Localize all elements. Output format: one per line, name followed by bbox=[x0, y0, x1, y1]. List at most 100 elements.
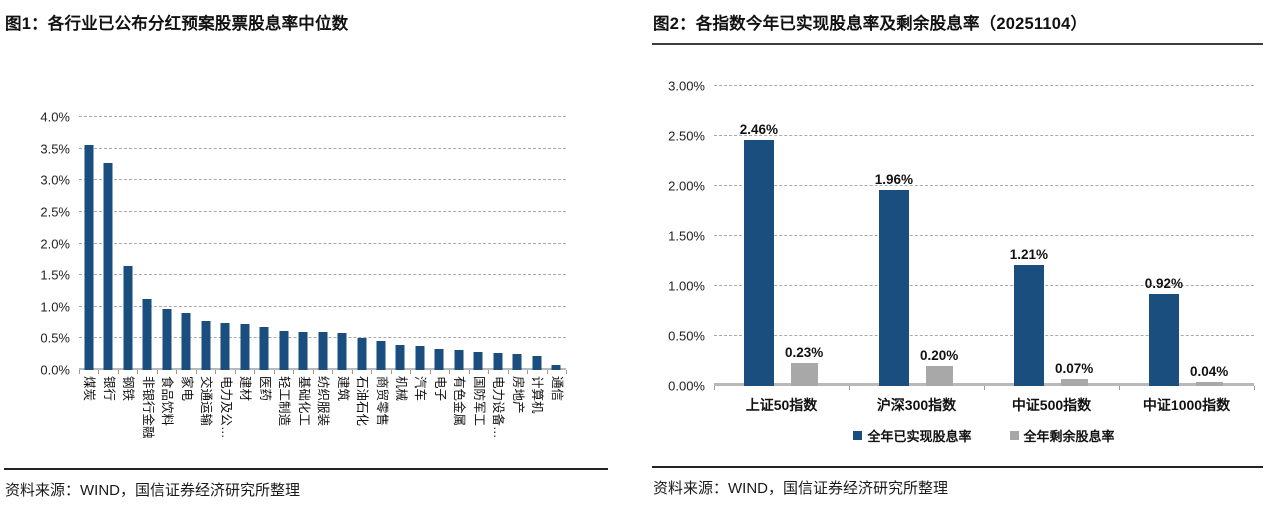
x-axis-label: 机械 bbox=[393, 376, 408, 402]
figure-2-title-rule bbox=[652, 43, 1263, 45]
remaining-yield-bar bbox=[925, 366, 953, 386]
bar bbox=[162, 308, 172, 370]
bar-slot bbox=[332, 117, 351, 370]
data-label: 1.21% bbox=[1009, 247, 1048, 262]
bar-slot bbox=[98, 117, 117, 370]
bar-slot bbox=[508, 117, 527, 370]
x-axis-label-slot: 轻工制造 bbox=[274, 370, 293, 468]
bar-pair: 1.21% 0.07% bbox=[984, 86, 1119, 386]
data-label: 2.46% bbox=[739, 122, 778, 137]
bar bbox=[259, 327, 269, 370]
category-label: 中证1000指数 bbox=[1142, 397, 1231, 413]
x-axis-tick bbox=[117, 370, 119, 374]
chart1-bars bbox=[79, 117, 566, 370]
bar-slot bbox=[118, 117, 137, 370]
bar-slot bbox=[313, 117, 332, 370]
bar bbox=[473, 351, 483, 370]
x-axis-tick bbox=[351, 370, 353, 374]
bar bbox=[240, 324, 250, 370]
x-axis-tick bbox=[156, 370, 158, 374]
x-axis-label: 医药 bbox=[257, 376, 272, 402]
labeled-bar: 2.46% bbox=[740, 86, 778, 386]
bar bbox=[123, 266, 133, 370]
y-axis-tick-label: 3.5% bbox=[40, 141, 70, 157]
x-axis-label-slot: 石油石化 bbox=[352, 370, 371, 468]
x-axis-label: 国防军工 bbox=[471, 376, 486, 427]
x-axis-label: 家电 bbox=[179, 376, 194, 402]
y-axis-tick-label: 2.0% bbox=[40, 236, 70, 251]
x-axis-label: 石油石化 bbox=[355, 376, 370, 427]
figure-2-source: 资料来源：WIND，国信证券经济研究所整理 bbox=[653, 480, 948, 497]
bar bbox=[376, 340, 386, 370]
x-axis-tick bbox=[1119, 386, 1120, 390]
x-axis-tick bbox=[714, 386, 715, 390]
bar-slot bbox=[254, 117, 273, 370]
bar-slot bbox=[235, 117, 254, 370]
bar-slot bbox=[430, 117, 449, 370]
bar bbox=[84, 145, 94, 370]
gridline bbox=[714, 85, 1254, 86]
bar bbox=[551, 364, 561, 370]
y-axis-tick-label: 0.00% bbox=[668, 378, 705, 394]
x-axis-tick bbox=[546, 370, 548, 374]
bar bbox=[415, 345, 425, 370]
bar-pair: 0.92% 0.04% bbox=[1119, 86, 1254, 386]
gridline bbox=[714, 135, 1254, 136]
labeled-bar: 0.20% bbox=[920, 86, 958, 386]
gridline bbox=[714, 335, 1254, 336]
labeled-bar: 0.92% bbox=[1145, 86, 1183, 386]
x-axis-label-slot: 房地产 bbox=[508, 370, 527, 468]
remaining-yield-bar bbox=[790, 363, 818, 386]
x-axis-label-slot: 电子 bbox=[430, 370, 449, 468]
labeled-bar: 1.96% bbox=[875, 86, 913, 386]
industry-median-dividend-yield-chart: 0.0% 0.5% 1.0% 1.5% 2.0% 2.5% 3.0% 3.5% 4.0% 煤炭银… bbox=[4, 43, 608, 468]
figure-2-source-rule bbox=[652, 466, 1263, 468]
bar bbox=[181, 313, 191, 370]
bar-group: 2.46% 0.23% bbox=[714, 86, 849, 386]
bar-slot bbox=[293, 117, 312, 370]
x-axis-tick bbox=[410, 370, 412, 374]
x-axis-label-slot: 汽车 bbox=[410, 370, 429, 468]
labeled-bar: 0.07% bbox=[1055, 86, 1093, 386]
x-axis-label-slot: 国防军工 bbox=[469, 370, 488, 468]
x-axis-tick bbox=[849, 386, 850, 390]
bar-pair: 2.46% 0.23% bbox=[714, 86, 849, 386]
x-axis-label-slot: 建筑 bbox=[332, 370, 351, 468]
bar bbox=[532, 356, 542, 370]
y-axis-tick-label: 4.0% bbox=[40, 109, 70, 125]
figure-1-source-block: 资料来源：WIND，国信证券经济研究所整理 bbox=[4, 468, 608, 500]
x-axis-label: 计算机 bbox=[530, 376, 545, 414]
bar bbox=[220, 323, 230, 370]
x-axis-tick bbox=[273, 370, 275, 374]
category-label: 沪深300指数 bbox=[876, 397, 957, 413]
remaining-yield-bar bbox=[1195, 382, 1223, 386]
bar-slot bbox=[196, 117, 215, 370]
legend-label: 全年已实现股息率 bbox=[867, 429, 972, 444]
data-label: 0.07% bbox=[1055, 361, 1094, 376]
x-axis-tick bbox=[371, 370, 373, 374]
x-axis-label-slot: 食品饮料 bbox=[157, 370, 176, 468]
x-axis-label: 电力及公… bbox=[218, 376, 233, 439]
x-axis-tick bbox=[215, 370, 217, 374]
bar bbox=[395, 344, 405, 370]
bar-slot bbox=[157, 117, 176, 370]
figure-1-source-rule bbox=[4, 468, 608, 470]
x-axis-tick bbox=[468, 370, 470, 374]
gridline bbox=[714, 235, 1254, 236]
x-axis-tick bbox=[98, 370, 100, 374]
x-axis-label-slot: 电力设备… bbox=[488, 370, 507, 468]
y-axis-tick-label: 2.50% bbox=[668, 128, 705, 144]
y-axis-tick-label: 2.5% bbox=[40, 204, 70, 220]
gridline bbox=[714, 285, 1254, 286]
x-axis-label-slot: 家电 bbox=[176, 370, 195, 468]
bar bbox=[298, 332, 308, 370]
y-axis-tick-label: 3.0% bbox=[40, 172, 70, 188]
bar-slot bbox=[391, 117, 410, 370]
x-axis-label-slot: 非银行金融 bbox=[137, 370, 156, 468]
x-axis-label-slot: 银行 bbox=[98, 370, 117, 468]
x-axis-label: 食品饮料 bbox=[160, 376, 175, 427]
x-axis-tick bbox=[234, 370, 236, 374]
bar-slot bbox=[352, 117, 371, 370]
bar-slot bbox=[176, 117, 195, 370]
x-axis-tick bbox=[507, 370, 509, 374]
